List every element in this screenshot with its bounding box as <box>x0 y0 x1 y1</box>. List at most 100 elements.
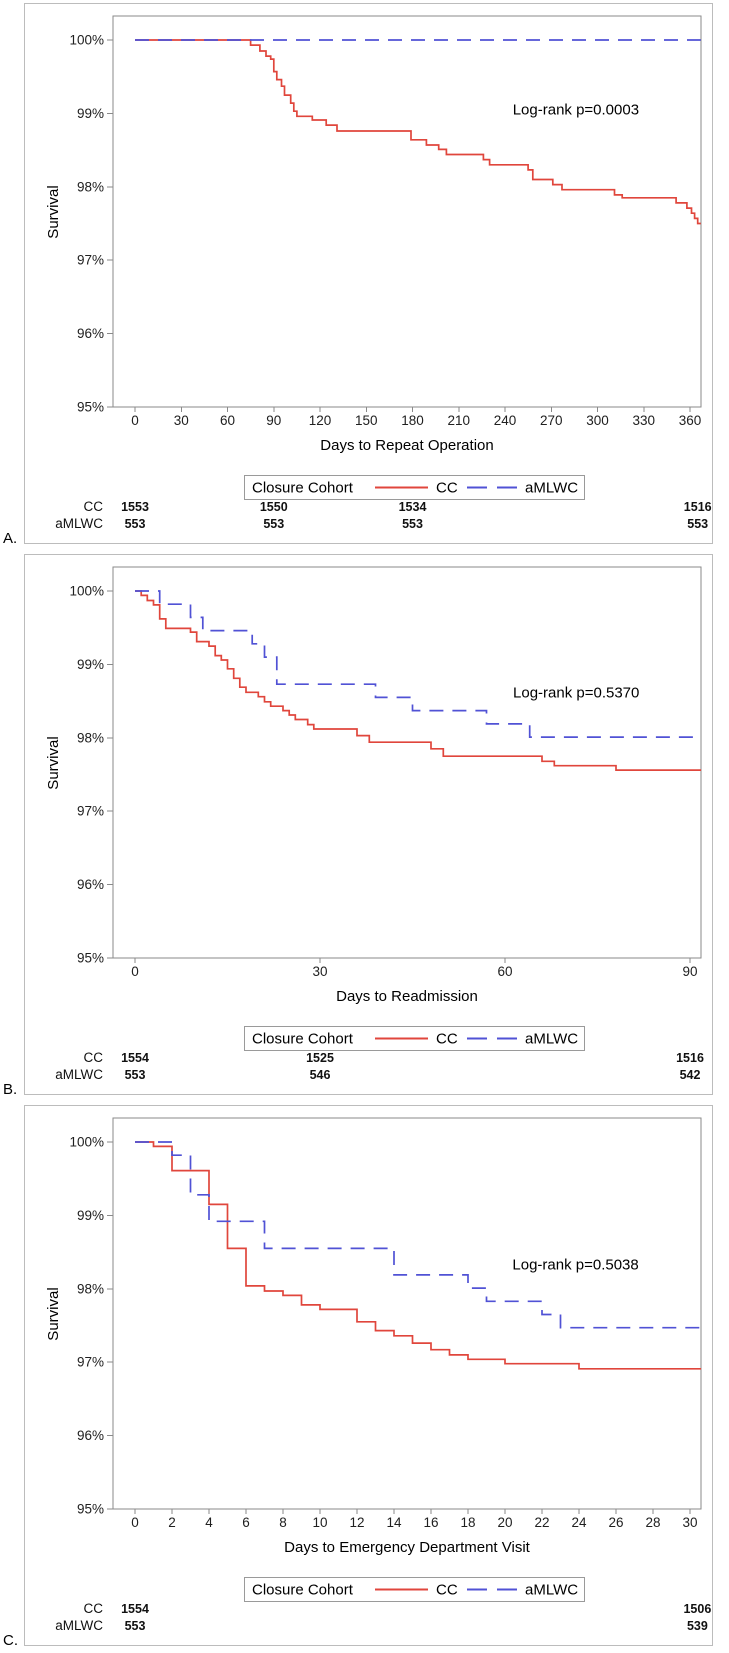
legend-amlwc-label: aMLWC <box>525 1031 578 1048</box>
x-tick-label: 150 <box>355 413 378 428</box>
y-tick-label: 95% <box>77 400 104 415</box>
x-tick-label: 60 <box>220 413 235 428</box>
cc-survival-curve <box>135 1141 702 1370</box>
logrank-annotation: Log-rank p=0.5370 <box>513 684 639 701</box>
y-tick-label: 99% <box>77 106 104 121</box>
y-tick-label: 95% <box>77 1502 104 1517</box>
amlwc-survival-curve <box>135 590 702 738</box>
y-tick-label: 96% <box>77 877 104 892</box>
cc-survival-curve <box>135 39 701 225</box>
panel-box <box>24 3 713 544</box>
x-tick-label: 4 <box>205 1515 213 1530</box>
x-tick-label: 26 <box>608 1515 623 1530</box>
at-risk-row-label: CC <box>84 1601 104 1616</box>
x-tick-label: 0 <box>131 1515 139 1530</box>
at-risk-count: 553 <box>402 517 423 531</box>
x-tick-label: 240 <box>494 413 517 428</box>
km-panel-a: 100% 99% 98% 97% 96% 95% Survival 0 30 60 90 120 150… <box>3 3 713 547</box>
at-risk-count: 553 <box>687 517 708 531</box>
x-tick-label: 30 <box>682 1515 697 1530</box>
at-risk-count: 553 <box>125 517 146 531</box>
at-risk-count: 1506 <box>683 1602 711 1616</box>
legend-title: Closure Cohort <box>252 1582 354 1599</box>
legend-cc-label: CC <box>436 1031 458 1048</box>
x-axis-title: Days to Emergency Department Visit <box>284 1539 530 1556</box>
panel-letter: A. <box>3 530 17 547</box>
x-tick-label: 28 <box>645 1515 660 1530</box>
x-tick-label: 90 <box>266 413 281 428</box>
x-tick-label: 360 <box>679 413 702 428</box>
x-tick-label: 22 <box>534 1515 549 1530</box>
y-tick-label: 99% <box>77 657 104 672</box>
at-risk-count: 1516 <box>676 1051 704 1065</box>
x-tick-label: 330 <box>632 413 655 428</box>
legend-amlwc-label: aMLWC <box>525 1582 578 1599</box>
logrank-annotation: Log-rank p=0.0003 <box>513 102 639 119</box>
x-tick-label: 14 <box>386 1515 402 1530</box>
x-tick-label: 30 <box>312 964 327 979</box>
y-tick-label: 96% <box>77 1428 104 1443</box>
y-axis-title: Survival <box>45 736 62 789</box>
y-tick-label: 100% <box>69 584 104 599</box>
x-tick-label: 30 <box>174 413 189 428</box>
at-risk-row-label: CC <box>84 499 104 514</box>
x-tick-label: 18 <box>460 1515 475 1530</box>
plot-frame <box>112 1117 702 1510</box>
x-tick-label: 8 <box>279 1515 287 1530</box>
at-risk-row-label: CC <box>84 1050 104 1065</box>
at-risk-count: 1516 <box>684 500 712 514</box>
at-risk-count: 1525 <box>306 1051 334 1065</box>
at-risk-count: 1534 <box>399 500 427 514</box>
at-risk-count: 1553 <box>121 500 149 514</box>
x-tick-label: 0 <box>131 964 139 979</box>
x-axis-title: Days to Repeat Operation <box>320 437 493 454</box>
x-tick-label: 300 <box>586 413 609 428</box>
at-risk-row-label: aMLWC <box>55 516 103 531</box>
legend-cc-label: CC <box>436 480 458 497</box>
y-axis-title: Survival <box>45 185 62 238</box>
x-tick-label: 2 <box>168 1515 176 1530</box>
legend-amlwc-label: aMLWC <box>525 480 578 497</box>
y-tick-label: 98% <box>77 730 104 745</box>
x-tick-label: 12 <box>349 1515 364 1530</box>
y-tick-label: 98% <box>77 1281 104 1296</box>
x-tick-label: 0 <box>131 413 139 428</box>
at-risk-count: 1550 <box>260 500 288 514</box>
y-tick-label: 97% <box>77 804 104 819</box>
at-risk-row-label: aMLWC <box>55 1618 103 1633</box>
y-tick-label: 100% <box>69 33 104 48</box>
legend-cc-label: CC <box>436 1582 458 1599</box>
at-risk-count: 1554 <box>121 1051 149 1065</box>
x-tick-label: 6 <box>242 1515 250 1530</box>
y-tick-label: 96% <box>77 326 104 341</box>
y-tick-label: 98% <box>77 179 104 194</box>
at-risk-count: 553 <box>125 1619 146 1633</box>
logrank-annotation: Log-rank p=0.5038 <box>512 1257 638 1274</box>
panel-letter: C. <box>3 1632 18 1649</box>
x-tick-label: 20 <box>497 1515 512 1530</box>
x-tick-label: 180 <box>401 413 424 428</box>
x-tick-label: 16 <box>423 1515 438 1530</box>
plot-frame <box>112 15 702 408</box>
legend-title: Closure Cohort <box>252 480 354 497</box>
x-tick-label: 10 <box>312 1515 327 1530</box>
plot-frame <box>112 566 702 959</box>
x-axis-title: Days to Readmission <box>336 988 478 1005</box>
x-tick-label: 120 <box>309 413 332 428</box>
x-tick-label: 60 <box>497 964 512 979</box>
panel-box <box>24 554 713 1095</box>
x-tick-label: 210 <box>447 413 470 428</box>
y-tick-label: 97% <box>77 1355 104 1370</box>
panel-letter: B. <box>3 1081 17 1098</box>
panel-box <box>24 1105 713 1646</box>
at-risk-count: 553 <box>125 1068 146 1082</box>
at-risk-count: 542 <box>680 1068 701 1082</box>
at-risk-count: 553 <box>263 517 284 531</box>
amlwc-survival-curve <box>135 1141 702 1329</box>
x-tick-label: 90 <box>682 964 697 979</box>
y-tick-label: 97% <box>77 253 104 268</box>
legend-title: Closure Cohort <box>252 1031 354 1048</box>
x-tick-label: 270 <box>540 413 563 428</box>
y-tick-label: 100% <box>69 1135 104 1150</box>
